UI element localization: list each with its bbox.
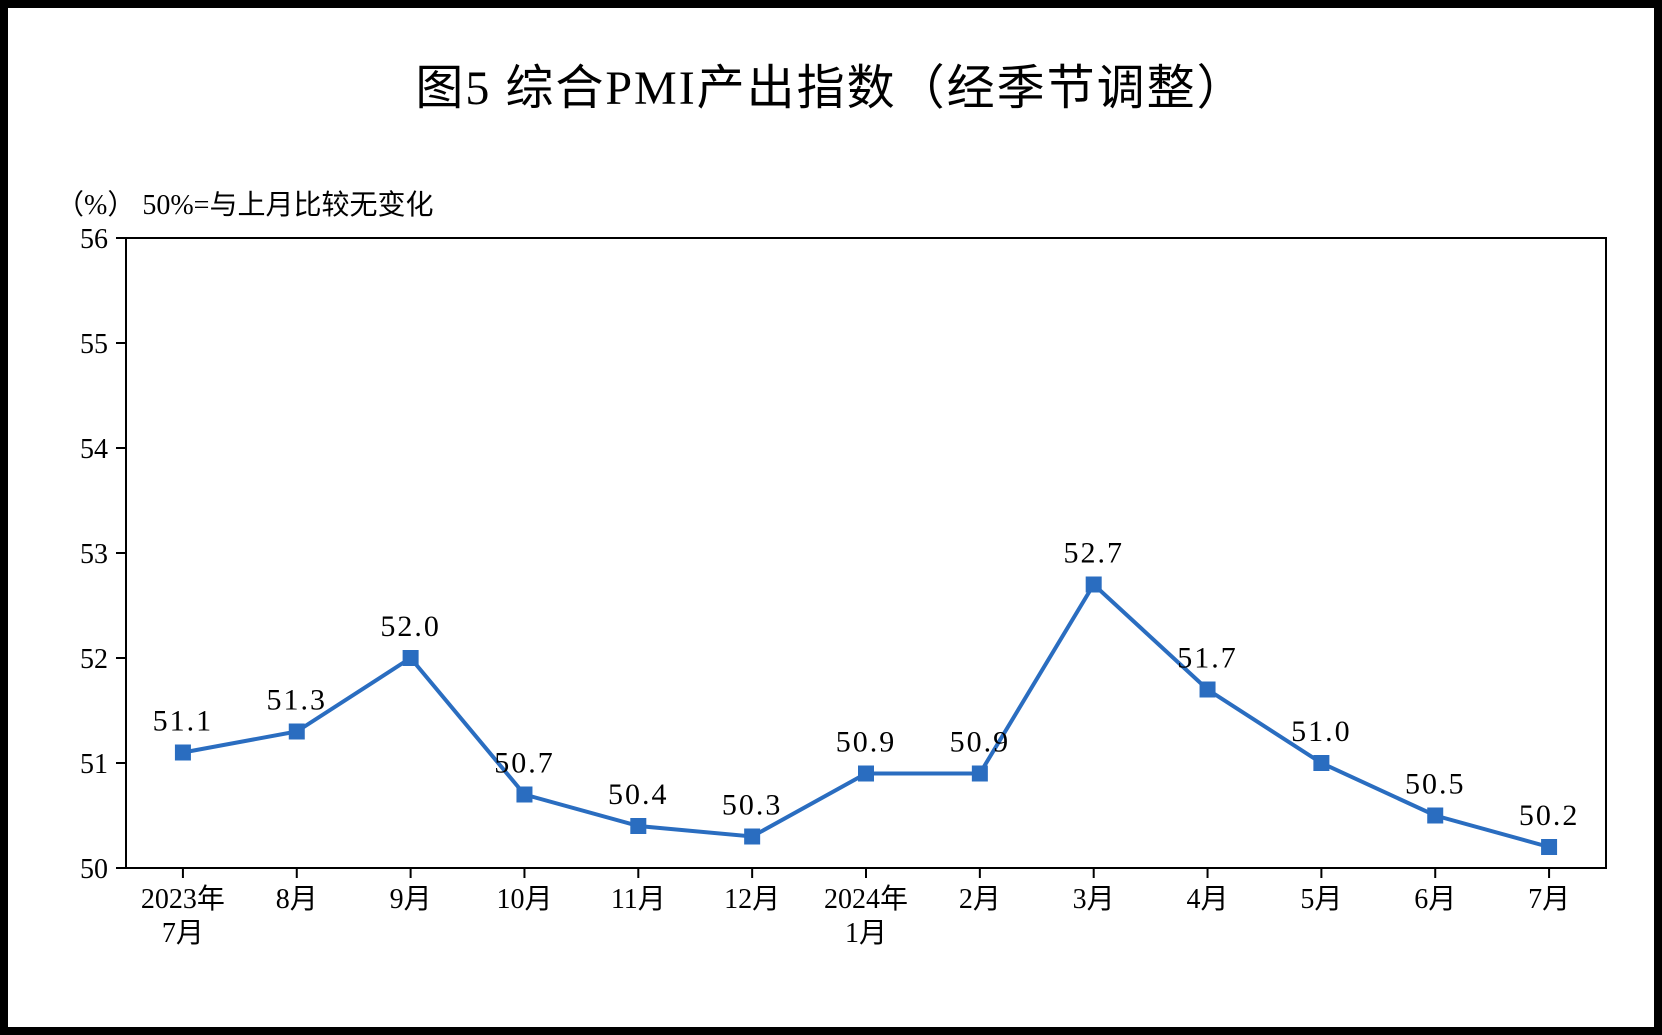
x-tick-label: 7月 — [1528, 884, 1570, 915]
x-tick-label: 5月 — [1300, 884, 1342, 915]
data-marker — [404, 651, 418, 665]
data-value-label: 51.7 — [1177, 642, 1238, 675]
data-marker — [745, 830, 759, 844]
data-marker — [859, 767, 873, 781]
data-marker — [176, 746, 190, 760]
data-value-label: 50.9 — [950, 726, 1011, 759]
chart-plot-area: 505152535455562023年7月8月9月10月11月12月2024年1… — [56, 228, 1616, 988]
data-value-label: 50.7 — [494, 747, 555, 780]
x-tick-label: 4月 — [1187, 884, 1229, 915]
data-value-label: 50.3 — [722, 789, 783, 822]
data-value-label: 50.9 — [836, 726, 897, 759]
x-tick-label: 8月 — [276, 884, 318, 915]
data-value-label: 51.0 — [1291, 715, 1352, 748]
x-tick-label: 2023年 — [141, 883, 225, 915]
data-marker — [1087, 578, 1101, 592]
data-marker — [290, 725, 304, 739]
y-tick-label: 53 — [80, 539, 108, 570]
data-marker — [1314, 756, 1328, 770]
data-marker — [1428, 809, 1442, 823]
data-marker — [631, 819, 645, 833]
x-tick-label: 1月 — [845, 918, 887, 949]
chart-title: 图5 综合PMI产出指数（经季节调整） — [8, 48, 1654, 118]
x-tick-label: 10月 — [496, 884, 552, 915]
data-value-label: 50.5 — [1405, 768, 1466, 801]
x-tick-label: 3月 — [1073, 884, 1115, 915]
x-tick-label: 7月 — [162, 918, 204, 949]
data-value-label: 50.2 — [1519, 799, 1580, 832]
x-tick-label: 9月 — [390, 884, 432, 915]
data-value-label: 51.1 — [153, 705, 214, 738]
subtitle-note: 50%=与上月比较无变化 — [142, 190, 433, 221]
data-value-label: 51.3 — [267, 684, 328, 717]
chart-frame: 图5 综合PMI产出指数（经季节调整） （%） 50%=与上月比较无变化 50 5… — [0, 0, 1662, 1035]
data-marker — [1542, 840, 1556, 854]
data-value-label: 52.0 — [380, 610, 441, 643]
data-value-label: 50.4 — [608, 778, 669, 811]
x-tick-label: 2024年 — [824, 883, 908, 915]
chart-svg: 505152535455562023年7月8月9月10月11月12月2024年1… — [56, 228, 1616, 988]
x-tick-label: 12月 — [724, 884, 780, 915]
x-tick-label: 6月 — [1414, 884, 1456, 915]
y-tick-label: 56 — [80, 228, 108, 255]
y-tick-label: 52 — [80, 644, 108, 675]
data-value-label: 52.7 — [1063, 537, 1124, 570]
y-tick-label: 54 — [80, 434, 108, 465]
x-tick-label: 11月 — [611, 884, 666, 915]
data-marker — [973, 767, 987, 781]
y-tick-label: 50 — [80, 854, 108, 885]
data-marker — [1201, 683, 1215, 697]
y-tick-label: 55 — [80, 329, 108, 360]
chart-subtitle: （%） 50%=与上月比较无变化 — [56, 183, 433, 223]
subtitle-unit: （%） — [56, 190, 135, 221]
x-tick-label: 2月 — [959, 884, 1001, 915]
data-marker — [517, 788, 531, 802]
y-tick-label: 51 — [80, 749, 108, 780]
